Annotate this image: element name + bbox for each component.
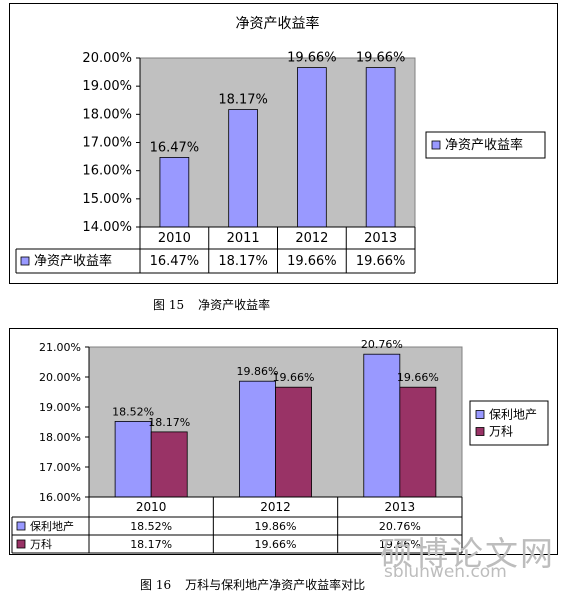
roe-comparison-chart-legend-key: [475, 410, 485, 419]
roe-chart-table-series-name: 净资产收益率: [34, 253, 112, 269]
roe-comparison-chart-bar: [239, 380, 276, 498]
roe-chart-y-tick-label: 17.00%: [82, 136, 132, 151]
roe-chart-title: 净资产收益率: [236, 15, 320, 32]
roe-comparison-chart-bar: [399, 386, 437, 498]
watermark-url: sblunwen.com: [384, 562, 507, 582]
roe-comparison-chart-y-tick-label: 17.00%: [39, 461, 81, 474]
figure-16-caption: 图 16 万科与保利地产净资产收益率对比: [140, 576, 365, 593]
roe-comparison-chart-table-series-name: 万科: [30, 537, 52, 551]
roe-comparison-chart-data-label: 19.66%: [273, 371, 315, 384]
roe-comparison-chart-table-value: 18.52%: [130, 520, 172, 533]
roe-comparison-chart-table-value: 19.86%: [255, 520, 297, 533]
roe-comparison-chart-table-value: 18.17%: [130, 538, 172, 551]
roe-comparison-chart-bar: [150, 431, 188, 498]
roe-comparison-chart: 16.00% 17.00% 18.00% 19.00% 20.00% 21.00% 18.5…: [9, 328, 558, 555]
roe-comparison-chart-table-legend-key: [16, 539, 26, 549]
watermark-text: 硕博论文网: [380, 534, 555, 573]
roe-chart-category-label: 2010: [158, 231, 191, 246]
roe-comparison-chart-data-label: 18.52%: [112, 405, 154, 418]
figure-16-number: 图 16: [140, 578, 172, 592]
figure-15-number: 图 15: [153, 298, 185, 312]
roe-comparison-chart-category-label: 2010: [136, 500, 167, 514]
roe-comparison-chart-data-label: 19.66%: [397, 371, 439, 384]
roe-chart-table-value: 19.66%: [287, 254, 337, 269]
roe-chart-legend-box: [425, 131, 546, 159]
roe-comparison-chart-table-value: 19.66%: [379, 538, 421, 551]
roe-chart-category-label: 2012: [295, 231, 328, 246]
roe-chart-bar: [159, 157, 190, 228]
roe-chart-svg: 净资产收益率 14.00% 15.00% 16.00% 17.00% 18.00% 19.0…: [15, 15, 546, 274]
roe-comparison-chart-legend-label: 万科: [489, 425, 513, 439]
roe-chart-bar: [297, 67, 327, 228]
roe-comparison-chart-bar: [275, 386, 312, 498]
roe-comparison-chart-category-label: 2012: [260, 500, 291, 514]
roe-comparison-chart-y-tick-label: 20.00%: [39, 371, 81, 384]
roe-chart-table-value: 18.17%: [218, 254, 268, 269]
roe-comparison-chart-table-legend-key: [16, 521, 26, 531]
roe-comparison-chart-data-label: 18.17%: [148, 416, 190, 429]
roe-chart: 净资产收益率 14.00% 15.00% 16.00% 17.00% 18.00% 19.0…: [9, 3, 558, 284]
roe-comparison-chart-y-tick-label: 18.00%: [39, 431, 81, 444]
roe-comparison-chart-category-label: 2013: [385, 500, 416, 514]
roe-chart-bar: [365, 67, 396, 228]
roe-chart-bar: [228, 109, 258, 228]
roe-comparison-chart-legend-box: [469, 400, 549, 446]
roe-chart-y-tick-label: 15.00%: [82, 192, 132, 207]
figure-15-title: 净资产收益率: [198, 298, 271, 312]
roe-chart-y-tick-label: 20.00%: [82, 51, 132, 66]
roe-chart-table-value: 16.47%: [150, 254, 200, 269]
roe-chart-legend-label: 净资产收益率: [445, 137, 523, 153]
roe-chart-data-label: 19.66%: [356, 51, 406, 66]
roe-chart-data-label: 16.47%: [150, 140, 200, 155]
roe-comparison-chart-legend-label: 保利地产: [489, 408, 537, 422]
roe-chart-y-tick-label: 19.00%: [82, 79, 132, 94]
roe-chart-table-value: 19.66%: [356, 254, 406, 269]
roe-chart-y-tick-label: 18.00%: [82, 107, 132, 122]
roe-comparison-chart-data-label: 19.86%: [236, 365, 278, 378]
roe-comparison-chart-y-tick-label: 16.00%: [39, 491, 81, 504]
roe-comparison-chart-y-tick-label: 19.00%: [39, 401, 81, 414]
roe-comparison-chart-data-label: 20.76%: [361, 338, 403, 351]
roe-chart-category-label: 2013: [364, 231, 397, 246]
roe-comparison-chart-bar: [114, 421, 152, 498]
figure-15-caption: 图 15 净资产收益率: [153, 296, 270, 313]
roe-chart-table-legend-key: [20, 256, 30, 266]
roe-chart-y-tick-label: 16.00%: [82, 164, 132, 179]
roe-comparison-chart-bar: [363, 353, 401, 498]
roe-chart-y-tick-label: 14.00%: [82, 220, 132, 235]
roe-comparison-chart-table-value: 19.66%: [255, 538, 297, 551]
roe-chart-data-label: 19.66%: [287, 51, 337, 66]
roe-comparison-chart-table-series-name: 保利地产: [30, 519, 74, 533]
figure-16-title: 万科与保利地产净资产收益率对比: [185, 578, 366, 592]
roe-comparison-chart-y-tick-label: 21.00%: [39, 341, 81, 354]
roe-chart-category-label: 2011: [227, 231, 260, 246]
roe-comparison-chart-svg: 16.00% 17.00% 18.00% 19.00% 20.00% 21.00% 18.5…: [11, 338, 549, 554]
roe-comparison-chart-legend-key: [475, 427, 485, 436]
roe-chart-data-label: 18.17%: [218, 93, 268, 108]
roe-comparison-chart-table-value: 20.76%: [379, 520, 421, 533]
roe-chart-legend-key: [431, 140, 441, 150]
